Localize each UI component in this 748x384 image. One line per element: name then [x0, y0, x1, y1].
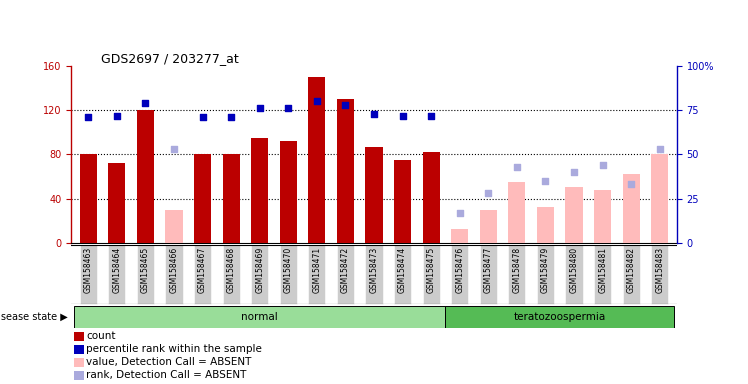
Text: GSM158467: GSM158467 — [198, 247, 207, 293]
Text: GSM158476: GSM158476 — [456, 247, 465, 293]
Text: GSM158482: GSM158482 — [627, 247, 636, 293]
Text: GSM158464: GSM158464 — [112, 247, 121, 293]
Point — [340, 102, 352, 108]
Point — [82, 114, 94, 120]
Point — [539, 178, 551, 184]
Point — [482, 190, 494, 196]
Text: GSM158475: GSM158475 — [426, 247, 435, 293]
FancyBboxPatch shape — [652, 245, 669, 304]
Bar — [479, 210, 497, 243]
FancyBboxPatch shape — [194, 245, 211, 304]
FancyBboxPatch shape — [446, 306, 674, 328]
Text: disease state ▶: disease state ▶ — [0, 312, 67, 322]
Bar — [537, 207, 554, 243]
Point — [168, 146, 180, 152]
Bar — [74, 371, 85, 380]
Bar — [165, 210, 183, 243]
FancyBboxPatch shape — [394, 245, 411, 304]
Text: count: count — [86, 331, 115, 341]
Text: GSM158466: GSM158466 — [170, 247, 179, 293]
FancyBboxPatch shape — [509, 245, 525, 304]
Point — [311, 98, 323, 104]
Bar — [280, 141, 297, 243]
FancyBboxPatch shape — [108, 245, 126, 304]
Bar — [622, 174, 640, 243]
Bar — [308, 77, 325, 243]
Bar — [337, 99, 354, 243]
Text: GSM158465: GSM158465 — [141, 247, 150, 293]
FancyBboxPatch shape — [308, 245, 325, 304]
FancyBboxPatch shape — [479, 245, 497, 304]
FancyBboxPatch shape — [337, 245, 354, 304]
Bar — [451, 230, 468, 243]
FancyBboxPatch shape — [280, 245, 297, 304]
Text: GSM158473: GSM158473 — [370, 247, 378, 293]
Text: GSM158468: GSM158468 — [227, 247, 236, 293]
Text: GSM158479: GSM158479 — [541, 247, 550, 293]
FancyBboxPatch shape — [366, 245, 382, 304]
Bar — [137, 110, 154, 243]
FancyBboxPatch shape — [223, 245, 239, 304]
Bar — [223, 154, 239, 243]
FancyBboxPatch shape — [251, 245, 269, 304]
Point — [625, 181, 637, 187]
Point — [511, 164, 523, 170]
Text: rank, Detection Call = ABSENT: rank, Detection Call = ABSENT — [86, 370, 246, 380]
Point — [139, 100, 151, 106]
Bar — [509, 182, 525, 243]
Point — [654, 146, 666, 152]
FancyBboxPatch shape — [423, 245, 440, 304]
Text: GSM158474: GSM158474 — [398, 247, 407, 293]
Text: normal: normal — [242, 312, 278, 322]
FancyBboxPatch shape — [451, 245, 468, 304]
FancyBboxPatch shape — [74, 306, 446, 328]
Text: GSM158469: GSM158469 — [255, 247, 264, 293]
FancyBboxPatch shape — [565, 245, 583, 304]
Text: GSM158472: GSM158472 — [341, 247, 350, 293]
Point — [197, 114, 209, 120]
Bar — [565, 187, 583, 243]
Bar — [74, 358, 85, 367]
Point — [282, 105, 294, 111]
Text: value, Detection Call = ABSENT: value, Detection Call = ABSENT — [86, 358, 251, 367]
Bar — [194, 154, 211, 243]
FancyBboxPatch shape — [594, 245, 611, 304]
Point — [425, 113, 437, 119]
Point — [597, 162, 609, 168]
Text: GSM158470: GSM158470 — [283, 247, 292, 293]
Bar — [366, 147, 382, 243]
Point — [254, 105, 266, 111]
Point — [568, 169, 580, 175]
FancyBboxPatch shape — [137, 245, 154, 304]
Text: GSM158477: GSM158477 — [484, 247, 493, 293]
Text: teratozoospermia: teratozoospermia — [514, 312, 606, 322]
Bar — [251, 138, 269, 243]
Point — [225, 114, 237, 120]
Text: GSM158463: GSM158463 — [84, 247, 93, 293]
Point — [396, 113, 408, 119]
Text: percentile rank within the sample: percentile rank within the sample — [86, 344, 262, 354]
Point — [454, 210, 466, 216]
Bar — [74, 345, 85, 354]
Bar — [594, 190, 611, 243]
Text: GSM158478: GSM158478 — [512, 247, 521, 293]
Bar — [74, 332, 85, 341]
Bar — [423, 152, 440, 243]
FancyBboxPatch shape — [622, 245, 640, 304]
Text: GSM158483: GSM158483 — [655, 247, 664, 293]
Text: GSM158471: GSM158471 — [313, 247, 322, 293]
Text: GSM158481: GSM158481 — [598, 247, 607, 293]
Point — [368, 111, 380, 117]
Bar — [652, 154, 669, 243]
Text: GDS2697 / 203277_at: GDS2697 / 203277_at — [102, 52, 239, 65]
Bar — [108, 163, 126, 243]
Bar — [394, 160, 411, 243]
Text: GSM158480: GSM158480 — [569, 247, 578, 293]
FancyBboxPatch shape — [165, 245, 183, 304]
Bar — [79, 154, 96, 243]
FancyBboxPatch shape — [537, 245, 554, 304]
Point — [111, 113, 123, 119]
FancyBboxPatch shape — [79, 245, 96, 304]
